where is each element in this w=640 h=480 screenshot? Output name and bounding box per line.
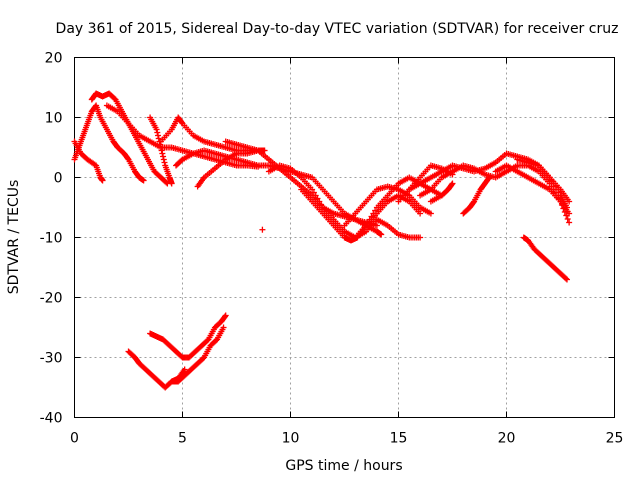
- data-point: [560, 205, 567, 212]
- data-point: [221, 313, 228, 320]
- y-tick-label: 20: [45, 51, 63, 67]
- y-tick-label: -10: [40, 231, 63, 247]
- data-point: [220, 324, 227, 331]
- data-point: [157, 144, 164, 151]
- y-tick-label: -30: [40, 351, 63, 367]
- data-point: [140, 177, 147, 184]
- y-tick-label: -40: [40, 411, 63, 427]
- data-point: [417, 210, 424, 217]
- data-point: [160, 156, 167, 163]
- data-point: [158, 147, 165, 154]
- data-point: [417, 234, 424, 241]
- data-point: [157, 141, 164, 148]
- x-tick-labels: 0 5 10 15 20 25: [70, 431, 623, 447]
- data-points: [71, 90, 573, 391]
- data-point: [563, 212, 570, 219]
- data-point: [373, 222, 380, 229]
- data-point: [566, 198, 573, 205]
- x-axis-label: GPS time / hours: [285, 458, 402, 474]
- data-point: [485, 175, 492, 182]
- data-point: [486, 174, 493, 181]
- x-tick-label: 10: [282, 431, 300, 447]
- data-point: [427, 210, 434, 217]
- data-point: [564, 216, 571, 222]
- data-point: [222, 312, 229, 319]
- data-point: [561, 209, 568, 215]
- data-point: [557, 198, 564, 205]
- data-point: [558, 202, 565, 208]
- data-point: [155, 132, 162, 139]
- chart-title: Day 361 of 2015, Sidereal Day-to-day VTE…: [56, 21, 619, 37]
- data-point: [449, 180, 456, 187]
- data-point: [562, 275, 569, 282]
- y-tick-label: -20: [40, 291, 63, 307]
- axis-ticks: [74, 57, 615, 418]
- data-point: [168, 180, 175, 187]
- x-tick-label: 15: [390, 431, 408, 447]
- y-tick-labels: -40 -30 -20 -10 0 10 20: [40, 51, 63, 427]
- data-point: [259, 226, 266, 233]
- data-point: [448, 181, 455, 188]
- data-point: [99, 177, 106, 184]
- x-tick-label: 0: [70, 431, 79, 447]
- data-point: [154, 129, 161, 136]
- y-axis-label: SDTVAR / TECUs: [6, 180, 22, 295]
- x-tick-label: 20: [498, 431, 516, 447]
- data-point: [566, 219, 573, 226]
- data-point: [160, 153, 167, 160]
- data-point: [163, 179, 170, 186]
- x-tick-label: 25: [606, 431, 624, 447]
- grid-lines: [74, 57, 615, 418]
- x-tick-label: 5: [178, 431, 187, 447]
- y-tick-label: 0: [54, 171, 63, 187]
- data-point: [161, 159, 168, 166]
- data-point: [378, 231, 385, 238]
- data-point: [181, 366, 188, 373]
- data-point: [153, 126, 160, 133]
- data-point: [261, 147, 268, 154]
- data-point: [563, 276, 570, 283]
- y-tick-label: 10: [45, 111, 63, 127]
- data-point: [159, 150, 166, 157]
